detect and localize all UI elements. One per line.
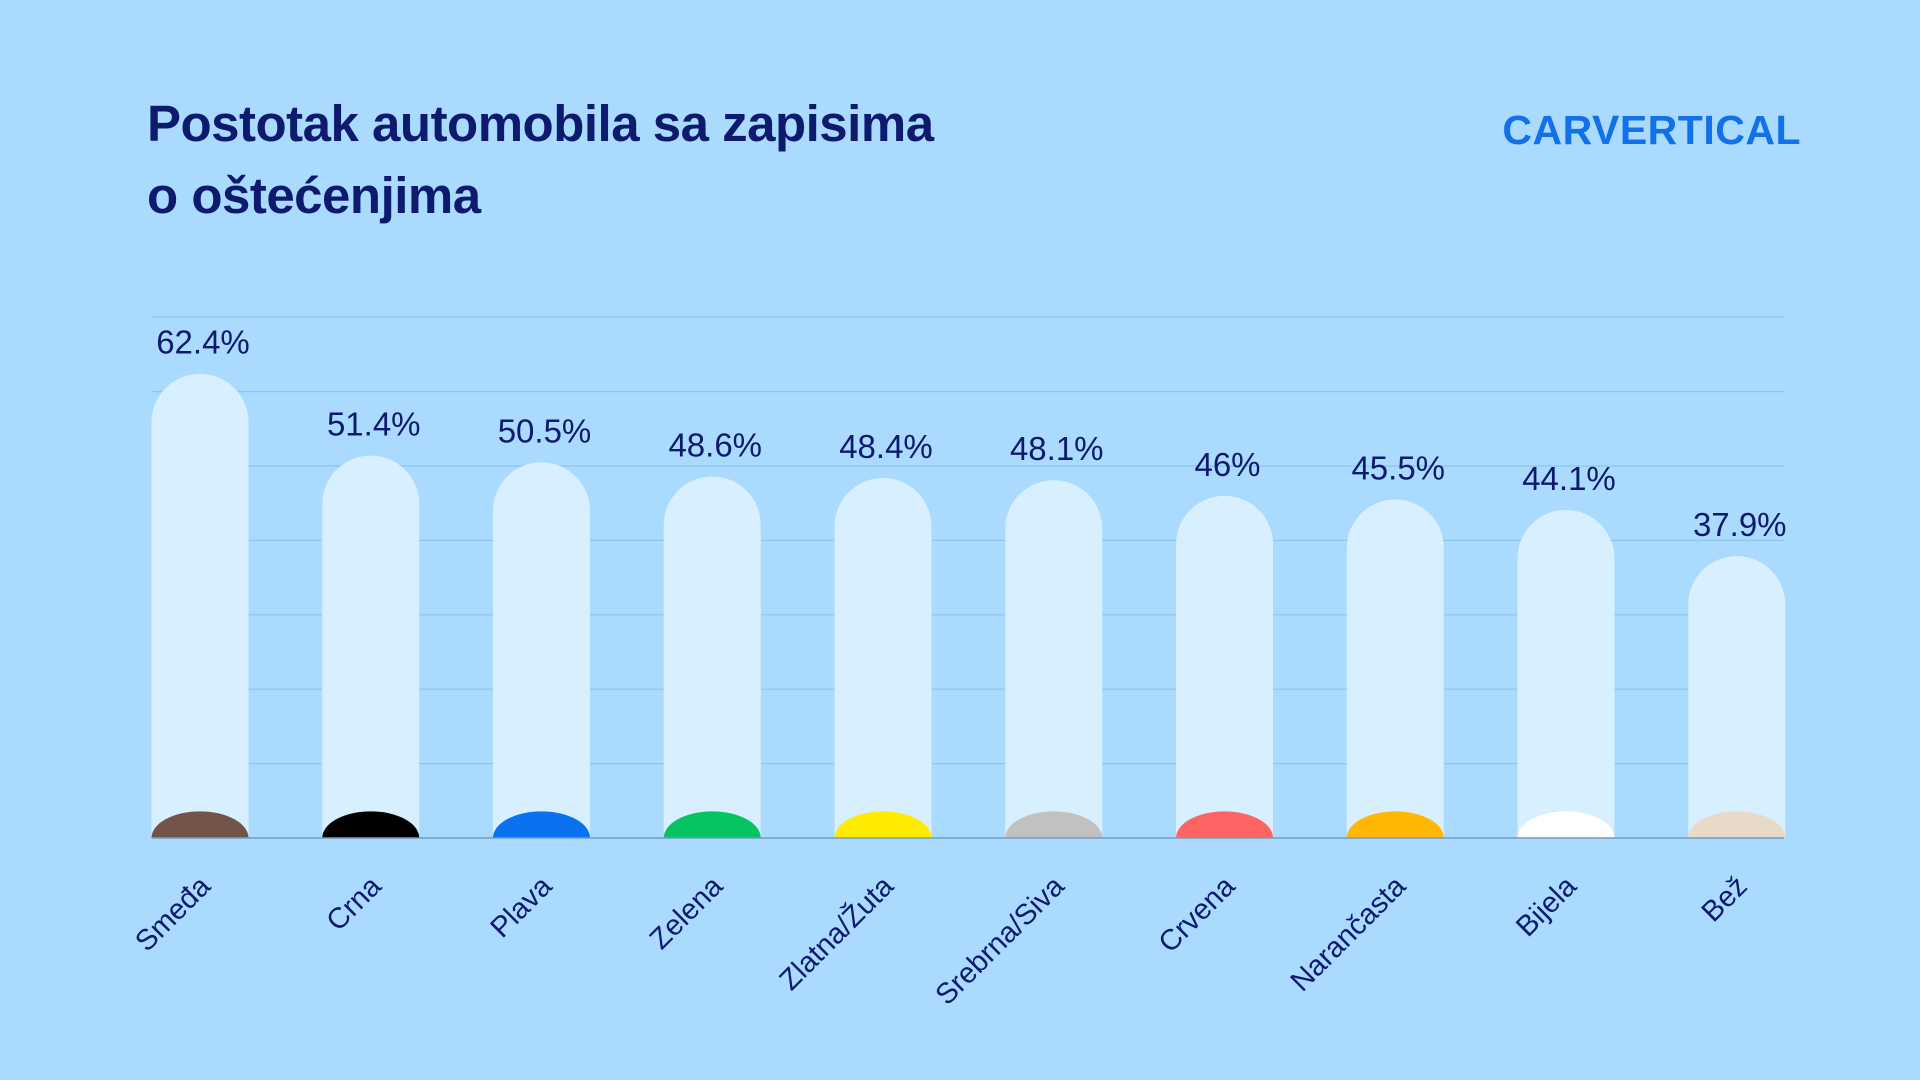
category-label: Zelena xyxy=(644,870,730,956)
bar xyxy=(663,476,761,838)
category-labels: Smeđa Crna Plava Zelena Zlatna/Žuta Srebrna/S… xyxy=(129,869,1753,1011)
color-swatch xyxy=(1176,811,1273,838)
category-label: Plava xyxy=(485,870,560,945)
value-label: 46% xyxy=(1194,446,1260,483)
color-swatch xyxy=(1346,811,1444,838)
category-label: Zlatna/Žuta xyxy=(773,869,901,997)
bar xyxy=(322,455,420,838)
chart-title: Postotak automobila sa zapisima o ošteće… xyxy=(147,88,1047,232)
color-swatch xyxy=(1517,811,1615,838)
bar xyxy=(834,477,932,838)
bar xyxy=(1688,556,1786,838)
color-swatch xyxy=(663,811,761,838)
value-label: 37.9% xyxy=(1693,506,1787,543)
value-label: 48.1% xyxy=(1010,430,1104,467)
category-label: Bež xyxy=(1696,870,1754,928)
bar xyxy=(151,373,249,838)
bars xyxy=(151,373,1786,838)
category-label: Narančasta xyxy=(1285,870,1413,998)
gridlines xyxy=(152,316,1784,765)
bar xyxy=(493,462,590,838)
color-swatch xyxy=(1688,811,1786,838)
bar xyxy=(1176,495,1273,838)
category-label: Bijela xyxy=(1510,870,1583,943)
bar xyxy=(1517,509,1615,838)
color-swatch xyxy=(834,811,932,838)
value-label: 48.6% xyxy=(668,426,762,463)
value-label: 44.1% xyxy=(1522,460,1616,497)
bar xyxy=(1005,480,1103,838)
carvertical-logo: CARVERTICAL xyxy=(1502,107,1801,153)
value-labels: 62.4% 51.4% 50.5% 48.6% 48.4% 48.1% 46% 45.5% 44… xyxy=(156,324,1786,543)
chart-title-line-1: Postotak automobila sa zapisima xyxy=(147,95,934,152)
value-label: 51.4% xyxy=(327,406,421,443)
color-swatch xyxy=(1005,811,1103,838)
value-label: 48.4% xyxy=(839,428,933,465)
color-swatch xyxy=(322,811,420,838)
category-label: Srebrna/Siva xyxy=(930,870,1072,1012)
value-label: 50.5% xyxy=(498,412,592,449)
color-swatches xyxy=(151,811,1786,838)
value-label: 62.4% xyxy=(156,324,250,361)
chart-title-line-2: o oštećenjima xyxy=(147,167,481,224)
category-label: Crvena xyxy=(1153,870,1242,959)
value-label: 45.5% xyxy=(1351,449,1445,486)
category-label: Crna xyxy=(321,870,389,938)
category-label: Smeđa xyxy=(129,870,217,958)
color-swatch xyxy=(493,811,590,838)
color-swatch xyxy=(151,811,249,838)
bar xyxy=(1346,499,1444,838)
